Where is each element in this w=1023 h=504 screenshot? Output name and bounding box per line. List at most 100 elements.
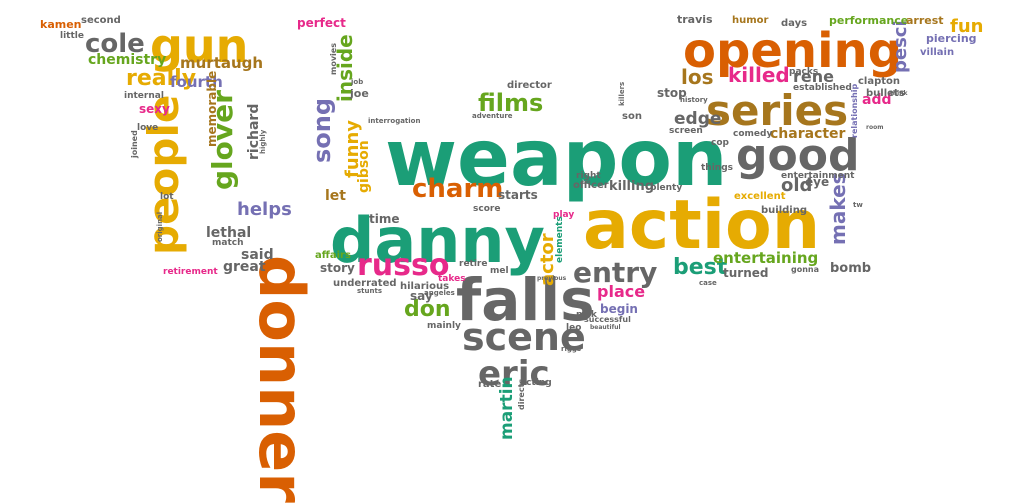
cloud-word: edge (674, 109, 721, 129)
cloud-word: said (241, 247, 274, 263)
cloud-word: established (793, 83, 852, 93)
cloud-word: play (553, 210, 574, 220)
cloud-word: cole (85, 29, 145, 59)
cloud-word: excellent (734, 191, 786, 202)
cloud-word: retire (459, 259, 487, 269)
cloud-word: eye (805, 175, 829, 189)
cloud-word: director (507, 80, 552, 91)
cloud-word: building (761, 205, 807, 216)
cloud-word: plenty (650, 183, 682, 193)
cloud-word: fourth (170, 73, 223, 91)
cloud-word: joined (130, 130, 139, 159)
cloud-word: cop (711, 138, 730, 148)
cloud-word: match (212, 238, 244, 248)
cloud-word: relationship (850, 84, 859, 138)
cloud-word: hilarious (400, 281, 449, 292)
cloud-word: people (139, 95, 188, 255)
cloud-word: perfect (297, 16, 346, 30)
cloud-word: memorable (205, 71, 219, 147)
cloud-word: job (350, 78, 363, 86)
cloud-word: affairs (315, 250, 351, 261)
cloud-word: mainly (427, 321, 461, 331)
cloud-word: series (706, 86, 848, 135)
cloud-word: gibson (356, 140, 372, 193)
cloud-word: opening (683, 23, 902, 79)
cloud-word: screen (669, 126, 703, 136)
cloud-word: right (576, 171, 601, 181)
cloud-word: pesci (890, 20, 911, 73)
cloud-word: eric (478, 354, 550, 394)
cloud-word: internal (124, 91, 164, 101)
cloud-word: gonna (791, 265, 819, 274)
cloud-word: makes (826, 172, 850, 245)
cloud-word: case (699, 279, 717, 287)
cloud-word: son (622, 111, 642, 122)
cloud-word: days (781, 18, 807, 29)
cloud-word: killed (728, 63, 790, 87)
cloud-word: russo (357, 248, 449, 283)
cloud-word: retirement (163, 267, 218, 277)
cloud-word: nick (576, 310, 598, 320)
cloud-word: directs (517, 379, 526, 410)
cloud-word: tw (853, 201, 863, 209)
cloud-word: stunts (357, 287, 382, 295)
cloud-word: previous (537, 275, 567, 282)
cloud-word: place (597, 282, 645, 301)
cloud-word: time (369, 212, 400, 226)
cloud-word: fun (950, 16, 983, 37)
cloud-word: little (60, 31, 84, 41)
cloud-word: old (781, 175, 812, 196)
cloud-word: bullets (866, 88, 905, 99)
cloud-word: travis (677, 13, 713, 26)
cloud-word: add (862, 92, 892, 108)
cloud-word: angeles (424, 289, 455, 297)
cloud-word: rate (478, 379, 501, 390)
cloud-word: richard (246, 104, 262, 160)
cloud-word: riggs (561, 345, 581, 353)
cloud-word: takes (438, 274, 466, 284)
cloud-word: comedy (733, 129, 772, 139)
cloud-word: lot (160, 192, 174, 202)
cloud-word: entertaining (713, 249, 818, 267)
cloud-word: arrest (906, 14, 944, 27)
cloud-word: clapton (858, 76, 900, 87)
cloud-word: joe (349, 87, 369, 100)
cloud-word: weapon (385, 114, 728, 204)
cloud-word: story (320, 261, 355, 275)
cloud-word: underrated (333, 278, 397, 289)
cloud-word: let (325, 188, 346, 204)
cloud-word: mel (490, 266, 509, 276)
cloud-word: films (478, 89, 543, 117)
cloud-word: things (701, 163, 733, 173)
cloud-word: stop (657, 86, 687, 100)
cloud-word: actor (537, 233, 558, 286)
cloud-word: acting (520, 378, 552, 388)
cloud-word: funny (342, 120, 363, 178)
cloud-word: great (223, 259, 266, 275)
cloud-word: murtaugh (180, 54, 263, 72)
cloud-word: lethal (206, 225, 251, 241)
cloud-word: sexy (139, 102, 170, 116)
cloud-word: turned (723, 266, 768, 280)
cloud-word: don (404, 297, 451, 322)
cloud-word: helps (237, 199, 292, 220)
cloud-word: adventure (472, 112, 513, 120)
cloud-word: second (81, 15, 121, 26)
cloud-word: score (473, 204, 500, 214)
cloud-word: leo (566, 323, 581, 333)
cloud-word: interrogation (368, 117, 420, 125)
cloud-word: humor (732, 15, 769, 26)
cloud-word: los (681, 65, 714, 89)
cloud-word: inside (333, 34, 357, 102)
cloud-word: villain (920, 47, 954, 58)
cloud-word: begin (600, 302, 638, 316)
cloud-word: donner (245, 255, 318, 503)
cloud-word: room (866, 124, 883, 131)
cloud-word: love (137, 123, 158, 133)
cloud-word: beautiful (590, 324, 621, 331)
cloud-word: falls (456, 266, 595, 334)
cloud-word: gun (150, 19, 248, 73)
cloud-word: kamen (40, 18, 82, 31)
cloud-word: packs (789, 67, 818, 77)
